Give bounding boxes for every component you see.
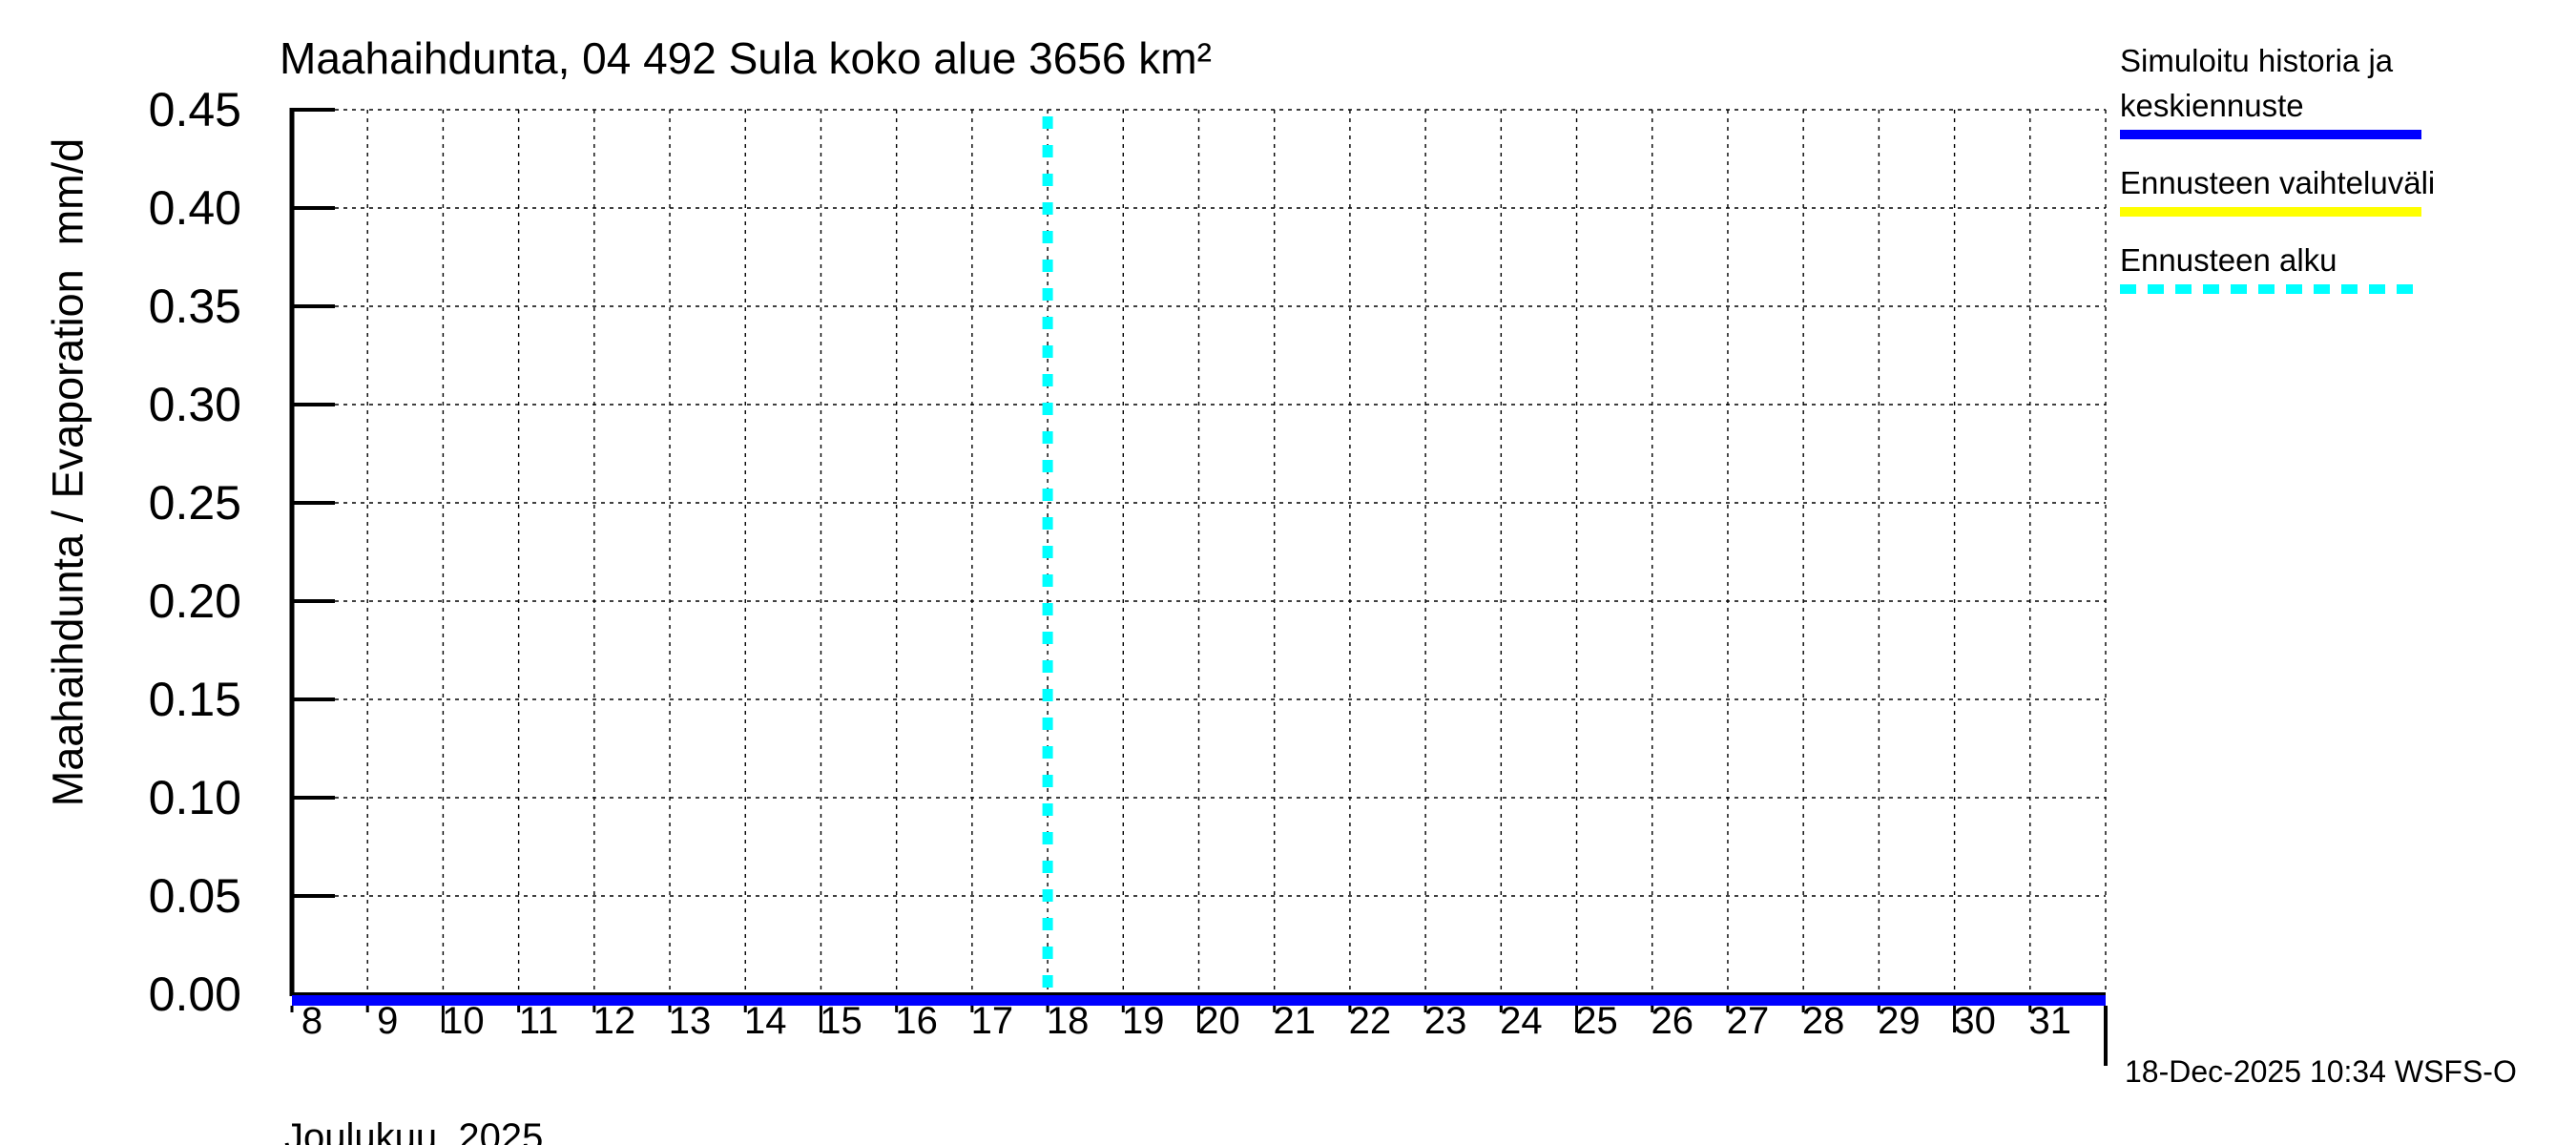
x-tick-label: 29 bbox=[1878, 1000, 1921, 1042]
x-tick-label: 11 bbox=[518, 1000, 559, 1042]
legend-item-history: Simuloitu historia ja keskiennuste bbox=[2120, 38, 2568, 139]
x-tick-label: 25 bbox=[1575, 1000, 1618, 1042]
gridlines bbox=[292, 109, 2107, 994]
x-tick-label: 12 bbox=[592, 1000, 636, 1042]
y-tick-label: 0.00 bbox=[148, 968, 241, 1021]
x-tick-label: 21 bbox=[1273, 1000, 1316, 1042]
y-tick-label: 0.30 bbox=[148, 378, 241, 431]
legend-line-sample-history bbox=[2120, 130, 2421, 139]
legend-line-sample-range bbox=[2120, 207, 2421, 217]
x-tick-label: 13 bbox=[668, 1000, 712, 1042]
legend-item-forecast-start: Ennusteen alku bbox=[2120, 238, 2568, 294]
legend-label-line: keskiennuste bbox=[2120, 88, 2304, 123]
legend-label-line: Ennusteen vaihteluväli bbox=[2120, 165, 2436, 200]
y-tick-label: 0.25 bbox=[148, 476, 241, 530]
x-tick-label: 20 bbox=[1197, 1000, 1240, 1042]
legend-label-forecast-start: Ennusteen alku bbox=[2120, 238, 2568, 282]
legend-label-range: Ennusteen vaihteluväli bbox=[2120, 160, 2568, 205]
y-tick-label: 0.40 bbox=[148, 181, 241, 235]
x-tick-label: 17 bbox=[970, 1000, 1014, 1042]
legend-label-line: Ennusteen alku bbox=[2120, 242, 2337, 278]
y-tick-label: 0.45 bbox=[148, 83, 241, 136]
x-tick-label: 23 bbox=[1423, 1000, 1467, 1042]
x-tick-label: 31 bbox=[2028, 1000, 2072, 1042]
x-tick-label: 26 bbox=[1651, 1000, 1694, 1042]
legend-line-sample-forecast-start bbox=[2120, 284, 2421, 294]
y-tick-label: 0.15 bbox=[148, 673, 241, 726]
legend: Simuloitu historia ja keskiennuste Ennus… bbox=[2120, 38, 2568, 315]
data-series bbox=[292, 116, 2106, 1006]
y-tick-label: 0.05 bbox=[148, 869, 241, 923]
x-axis-month-label: Joulukuu 2025 December bbox=[284, 1032, 543, 1145]
x-tick-label: 19 bbox=[1122, 1000, 1165, 1042]
y-tick-label: 0.35 bbox=[148, 280, 241, 333]
x-tick-label: 15 bbox=[820, 1000, 862, 1042]
x-tick-label: 9 bbox=[377, 1000, 399, 1042]
legend-item-range: Ennusteen vaihteluväli bbox=[2120, 160, 2568, 217]
x-tick-label: 27 bbox=[1726, 1000, 1770, 1042]
y-tick-label: 0.20 bbox=[148, 574, 241, 628]
x-tick-label: 18 bbox=[1046, 1000, 1090, 1042]
axes bbox=[289, 108, 2108, 1066]
x-tick-label: 16 bbox=[895, 1000, 938, 1042]
x-tick-label: 8 bbox=[301, 1000, 323, 1042]
x-tick-label: 30 bbox=[1953, 1000, 1996, 1042]
x-tick-label: 24 bbox=[1500, 1000, 1543, 1042]
x-tick-label: 28 bbox=[1801, 1000, 1845, 1042]
timestamp: 18-Dec-2025 10:34 WSFS-O bbox=[2125, 1054, 2517, 1089]
legend-label-history: Simuloitu historia ja keskiennuste bbox=[2120, 38, 2568, 128]
month-label-fi: Joulukuu 2025 bbox=[284, 1116, 544, 1145]
y-tick-label: 0.10 bbox=[148, 771, 241, 824]
x-tick-label: 22 bbox=[1348, 1000, 1392, 1042]
legend-label-line: Simuloitu historia ja bbox=[2120, 43, 2394, 78]
chart-title: Maahaihdunta, 04 492 Sula koko alue 3656… bbox=[280, 33, 1212, 83]
x-tick-label: 14 bbox=[744, 1000, 787, 1042]
x-tick-label: 10 bbox=[442, 1000, 485, 1042]
